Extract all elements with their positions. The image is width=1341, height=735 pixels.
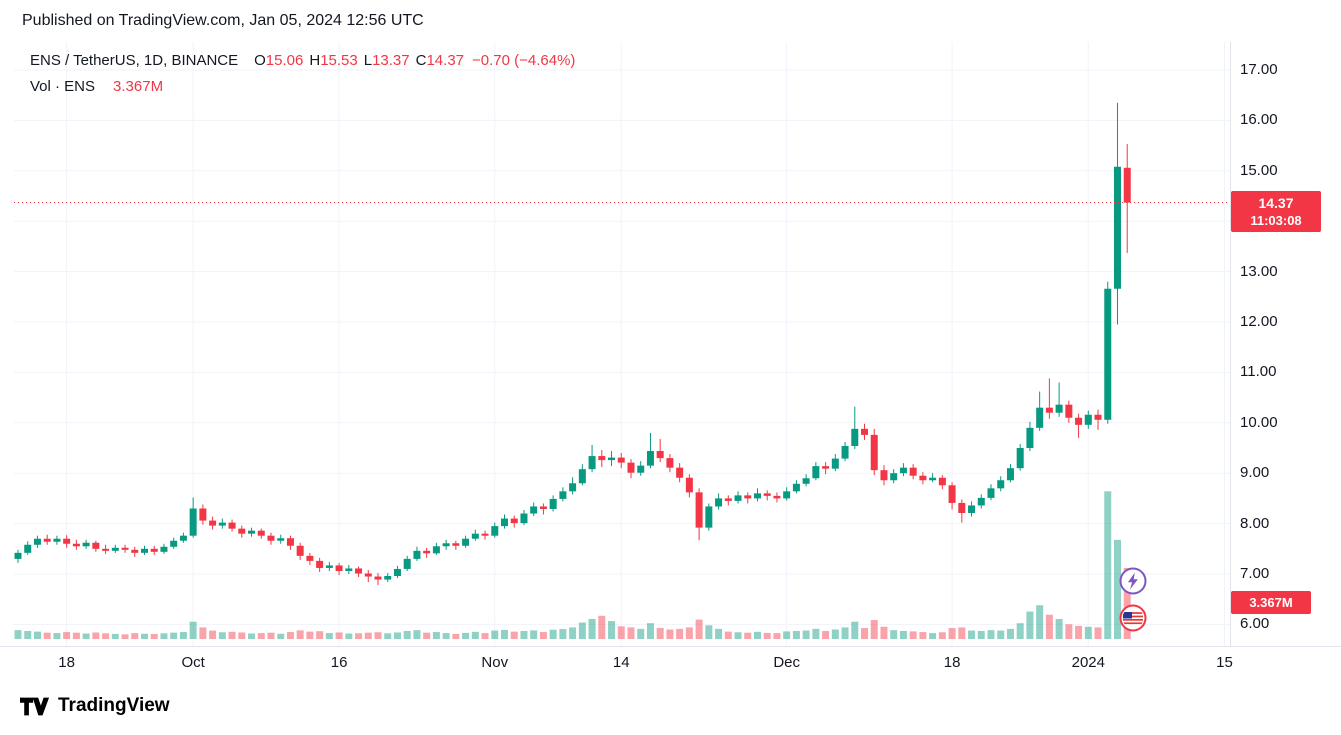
time-tick-label: Oct: [181, 654, 205, 671]
high-value: 15.53: [320, 52, 358, 69]
symbol-title[interactable]: ENS / TetherUS, 1D, BINANCE: [30, 52, 239, 69]
open-value: 15.06: [265, 52, 304, 69]
time-axis[interactable]: 18 Oct 16 Nov 14 Dec 18 2024 15: [0, 646, 1341, 680]
price-tick-label: 6.00: [1240, 615, 1270, 633]
time-tick-label: 18: [943, 654, 961, 671]
last-price-label: 14.37 11:03:08: [1231, 191, 1321, 232]
volume-value: 3.367M: [113, 78, 164, 95]
time-tick-label: 18: [58, 654, 75, 671]
candle-countdown: 11:03:08: [1250, 213, 1302, 228]
volume-axis-label: 3.367M: [1231, 591, 1311, 614]
symbol-row: ENS / TetherUS, 1D, BINANCE O 15.06 H 15…: [30, 52, 575, 69]
price-tick-label: 9.00: [1240, 464, 1270, 482]
published-header: Published on TradingView.com, Jan 05, 20…: [22, 12, 424, 30]
time-tick-label: 14: [612, 654, 630, 671]
chart-area: ENS / TetherUS, 1D, BINANCE O 15.06 H 15…: [0, 0, 1341, 680]
chart-legend: ENS / TetherUS, 1D, BINANCE O 15.06 H 15…: [30, 52, 575, 104]
price-tick-label: 12.00: [1240, 313, 1278, 330]
close-value: 14.37: [426, 52, 465, 69]
change-value: −0.70 (−4.64%): [472, 52, 576, 69]
open-label: O: [254, 52, 266, 69]
volume-series-label[interactable]: Vol · ENS: [30, 78, 96, 95]
price-tick-label: 17.00: [1240, 61, 1278, 78]
time-tick-label: Dec: [773, 654, 800, 671]
price-axis-separator: [1230, 42, 1231, 646]
low-label: L: [363, 52, 373, 69]
time-axis-separator: [0, 646, 1341, 647]
price-tick-label: 7.00: [1240, 565, 1270, 582]
high-label: H: [309, 52, 321, 69]
us-flag-event-icon[interactable]: [1119, 604, 1147, 632]
footer: TradingView: [20, 695, 170, 717]
time-tick-label: 2024: [1071, 654, 1105, 671]
candlestick-chart[interactable]: [0, 0, 1230, 646]
time-tick-label: Nov: [481, 654, 509, 671]
price-tick-label: 10.00: [1240, 413, 1278, 431]
time-tick-label: 15: [1216, 654, 1233, 671]
last-price-value: 14.37: [1258, 195, 1294, 211]
lightning-event-icon[interactable]: [1119, 567, 1147, 595]
tradingview-logo-icon: [20, 697, 50, 715]
price-tick-label: 11.00: [1240, 363, 1277, 381]
price-tick-label: 16.00: [1240, 111, 1278, 129]
published-text: Published on TradingView.com, Jan 05, 20…: [22, 12, 424, 29]
low-value: 13.37: [372, 52, 410, 69]
time-tick-label: 16: [330, 654, 348, 671]
volume-row: Vol · ENS 3.367M: [30, 78, 575, 95]
price-axis[interactable]: 17.0016.0015.0014.0013.0012.0011.0010.00…: [1230, 0, 1340, 646]
price-tick-label: 15.00: [1240, 161, 1278, 179]
tradingview-logo-text: TradingView: [58, 695, 170, 716]
close-label: C: [415, 52, 427, 69]
price-tick-label: 13.00: [1240, 262, 1278, 280]
tradingview-logo[interactable]: TradingView: [20, 695, 170, 717]
price-tick-label: 8.00: [1240, 514, 1270, 532]
